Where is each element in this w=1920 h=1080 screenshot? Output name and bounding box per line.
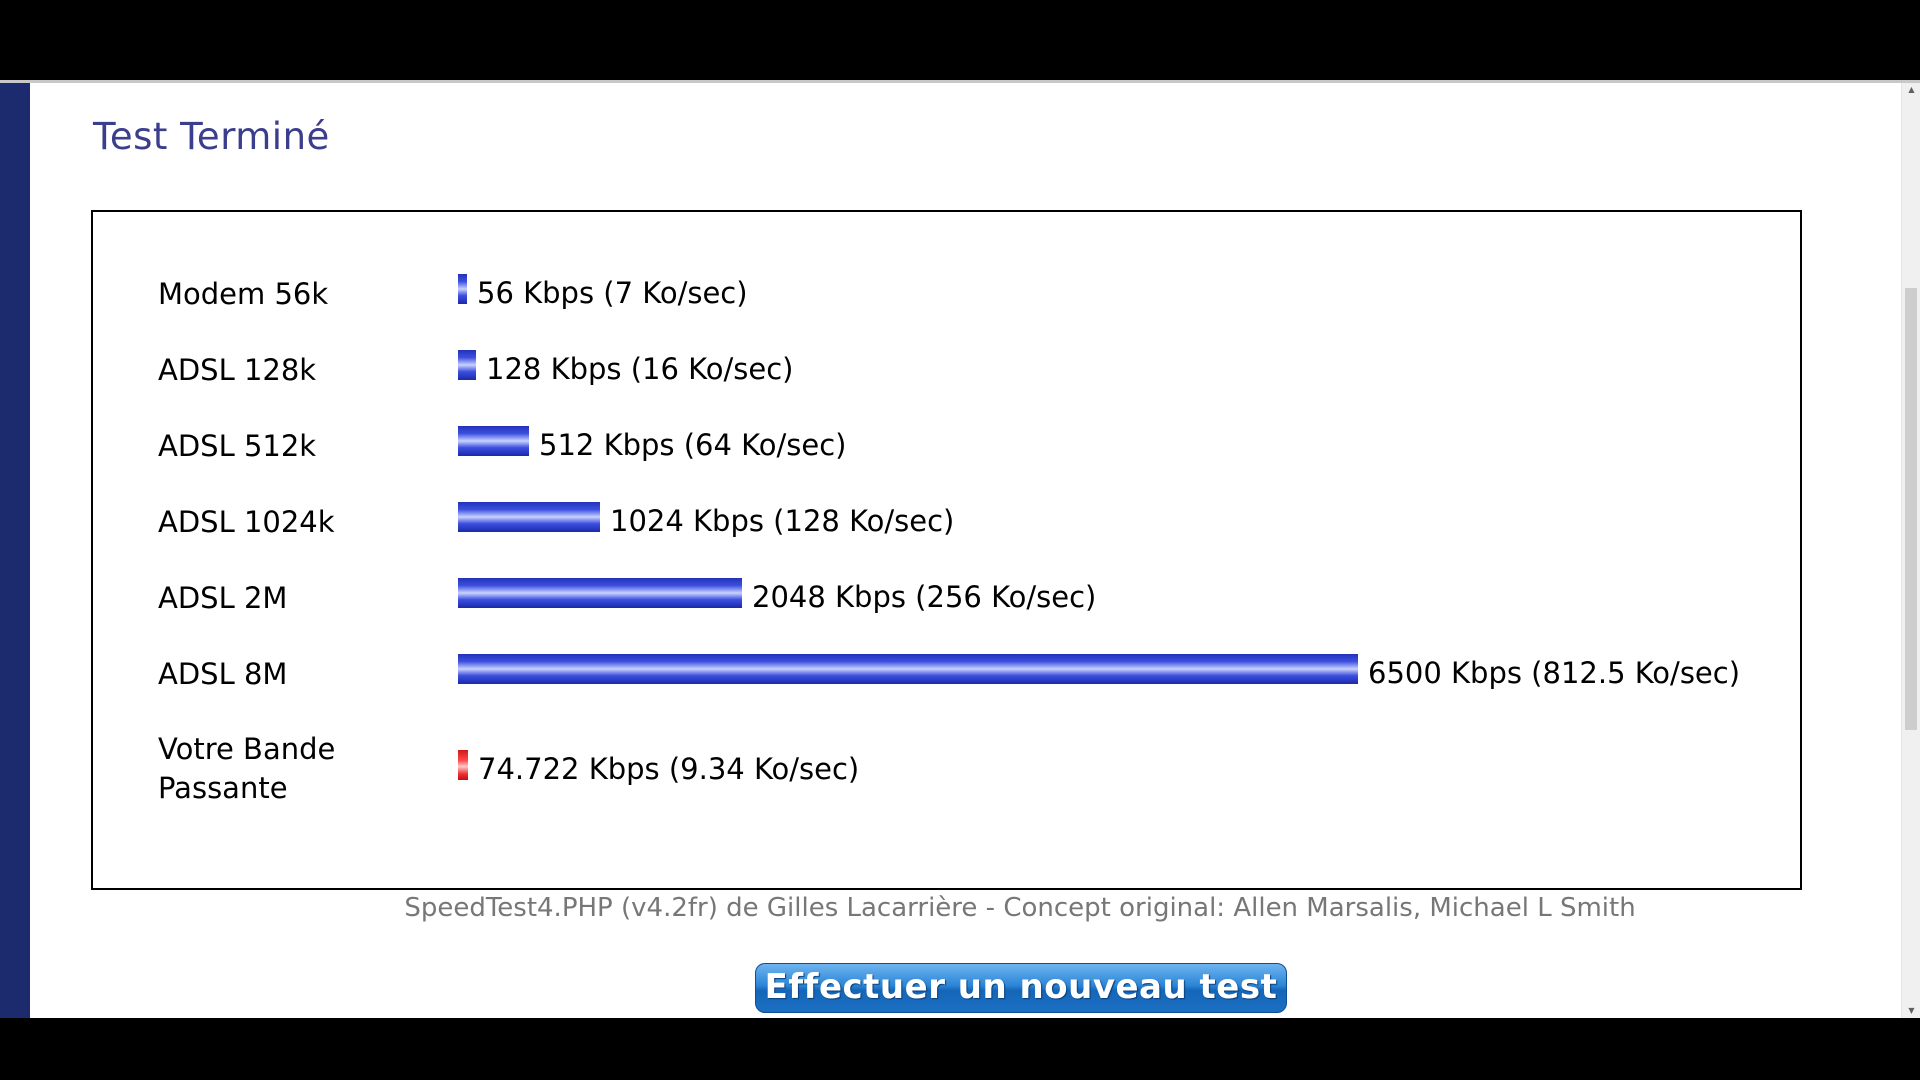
new-test-button[interactable]: Effectuer un nouveau test (755, 963, 1287, 1013)
chart-row: ADSL 1024k 1024 Kbps (128 Ko/sec) (158, 502, 1758, 562)
reference-speed-bar (458, 502, 600, 532)
chart-row: Votre Bande Passante 74.722 Kbps (9.34 Ko… (158, 730, 1758, 805)
chart-row: ADSL 8M 6500 Kbps (812.5 Ko/sec) (158, 654, 1758, 714)
bar-area: 128 Kbps (16 Ko/sec) (458, 350, 1758, 390)
page-title: Test Terminé (93, 115, 330, 158)
vertical-scrollbar[interactable]: ▲ ▼ (1901, 83, 1920, 1018)
bottom-black-bar (0, 1018, 1920, 1080)
row-value: 2048 Kbps (256 Ko/sec) (752, 580, 1097, 614)
row-value: 56 Kbps (7 Ko/sec) (477, 276, 748, 310)
row-value: 512 Kbps (64 Ko/sec) (539, 428, 847, 462)
row-label: ADSL 512k (158, 429, 317, 463)
browser-viewport: Test Terminé Modem 56k 56 Kbps (7 Ko/sec)… (0, 83, 1920, 1018)
bar-area: 74.722 Kbps (9.34 Ko/sec) (458, 750, 1758, 790)
row-label: ADSL 8M (158, 657, 288, 691)
bar-area: 1024 Kbps (128 Ko/sec) (458, 502, 1758, 542)
row-value: 128 Kbps (16 Ko/sec) (486, 352, 794, 386)
credit-text: SpeedTest4.PHP (v4.2fr) de Gilles Lacarr… (404, 893, 1636, 923)
row-label: Modem 56k (158, 277, 329, 311)
chart-row: ADSL 2M 2048 Kbps (256 Ko/sec) (158, 578, 1758, 638)
chart-row: Modem 56k 56 Kbps (7 Ko/sec) (158, 274, 1758, 334)
bar-area: 6500 Kbps (812.5 Ko/sec) (458, 654, 1758, 694)
bar-area: 512 Kbps (64 Ko/sec) (458, 426, 1758, 466)
scroll-down-arrow-icon[interactable]: ▼ (1908, 1006, 1915, 1015)
results-chart: Modem 56k 56 Kbps (7 Ko/sec) ADSL 128k 128 … (91, 210, 1802, 890)
row-value: 1024 Kbps (128 Ko/sec) (610, 504, 955, 538)
scroll-up-arrow-icon[interactable]: ▲ (1908, 85, 1915, 94)
row-label: ADSL 2M (158, 581, 288, 615)
left-frame-strip (0, 83, 30, 1018)
row-value: 6500 Kbps (812.5 Ko/sec) (1368, 656, 1741, 690)
row-value: 74.722 Kbps (9.34 Ko/sec) (478, 752, 860, 786)
bar-area: 56 Kbps (7 Ko/sec) (458, 274, 1758, 314)
reference-speed-bar (458, 654, 1358, 684)
row-label: ADSL 1024k (158, 505, 335, 539)
reference-speed-bar (458, 578, 742, 608)
top-black-bar (0, 0, 1920, 80)
reference-speed-bar (458, 274, 467, 304)
chart-row: ADSL 128k 128 Kbps (16 Ko/sec) (158, 350, 1758, 410)
top-divider (0, 80, 1920, 83)
chart-row: ADSL 512k 512 Kbps (64 Ko/sec) (158, 426, 1758, 486)
row-label: Votre Bande Passante (158, 732, 336, 805)
reference-speed-bar (458, 426, 529, 456)
reference-speed-bar (458, 350, 476, 380)
user-speed-bar (458, 750, 468, 780)
row-label: ADSL 128k (158, 353, 317, 387)
scroll-thumb[interactable] (1905, 288, 1917, 730)
bar-area: 2048 Kbps (256 Ko/sec) (458, 578, 1758, 618)
